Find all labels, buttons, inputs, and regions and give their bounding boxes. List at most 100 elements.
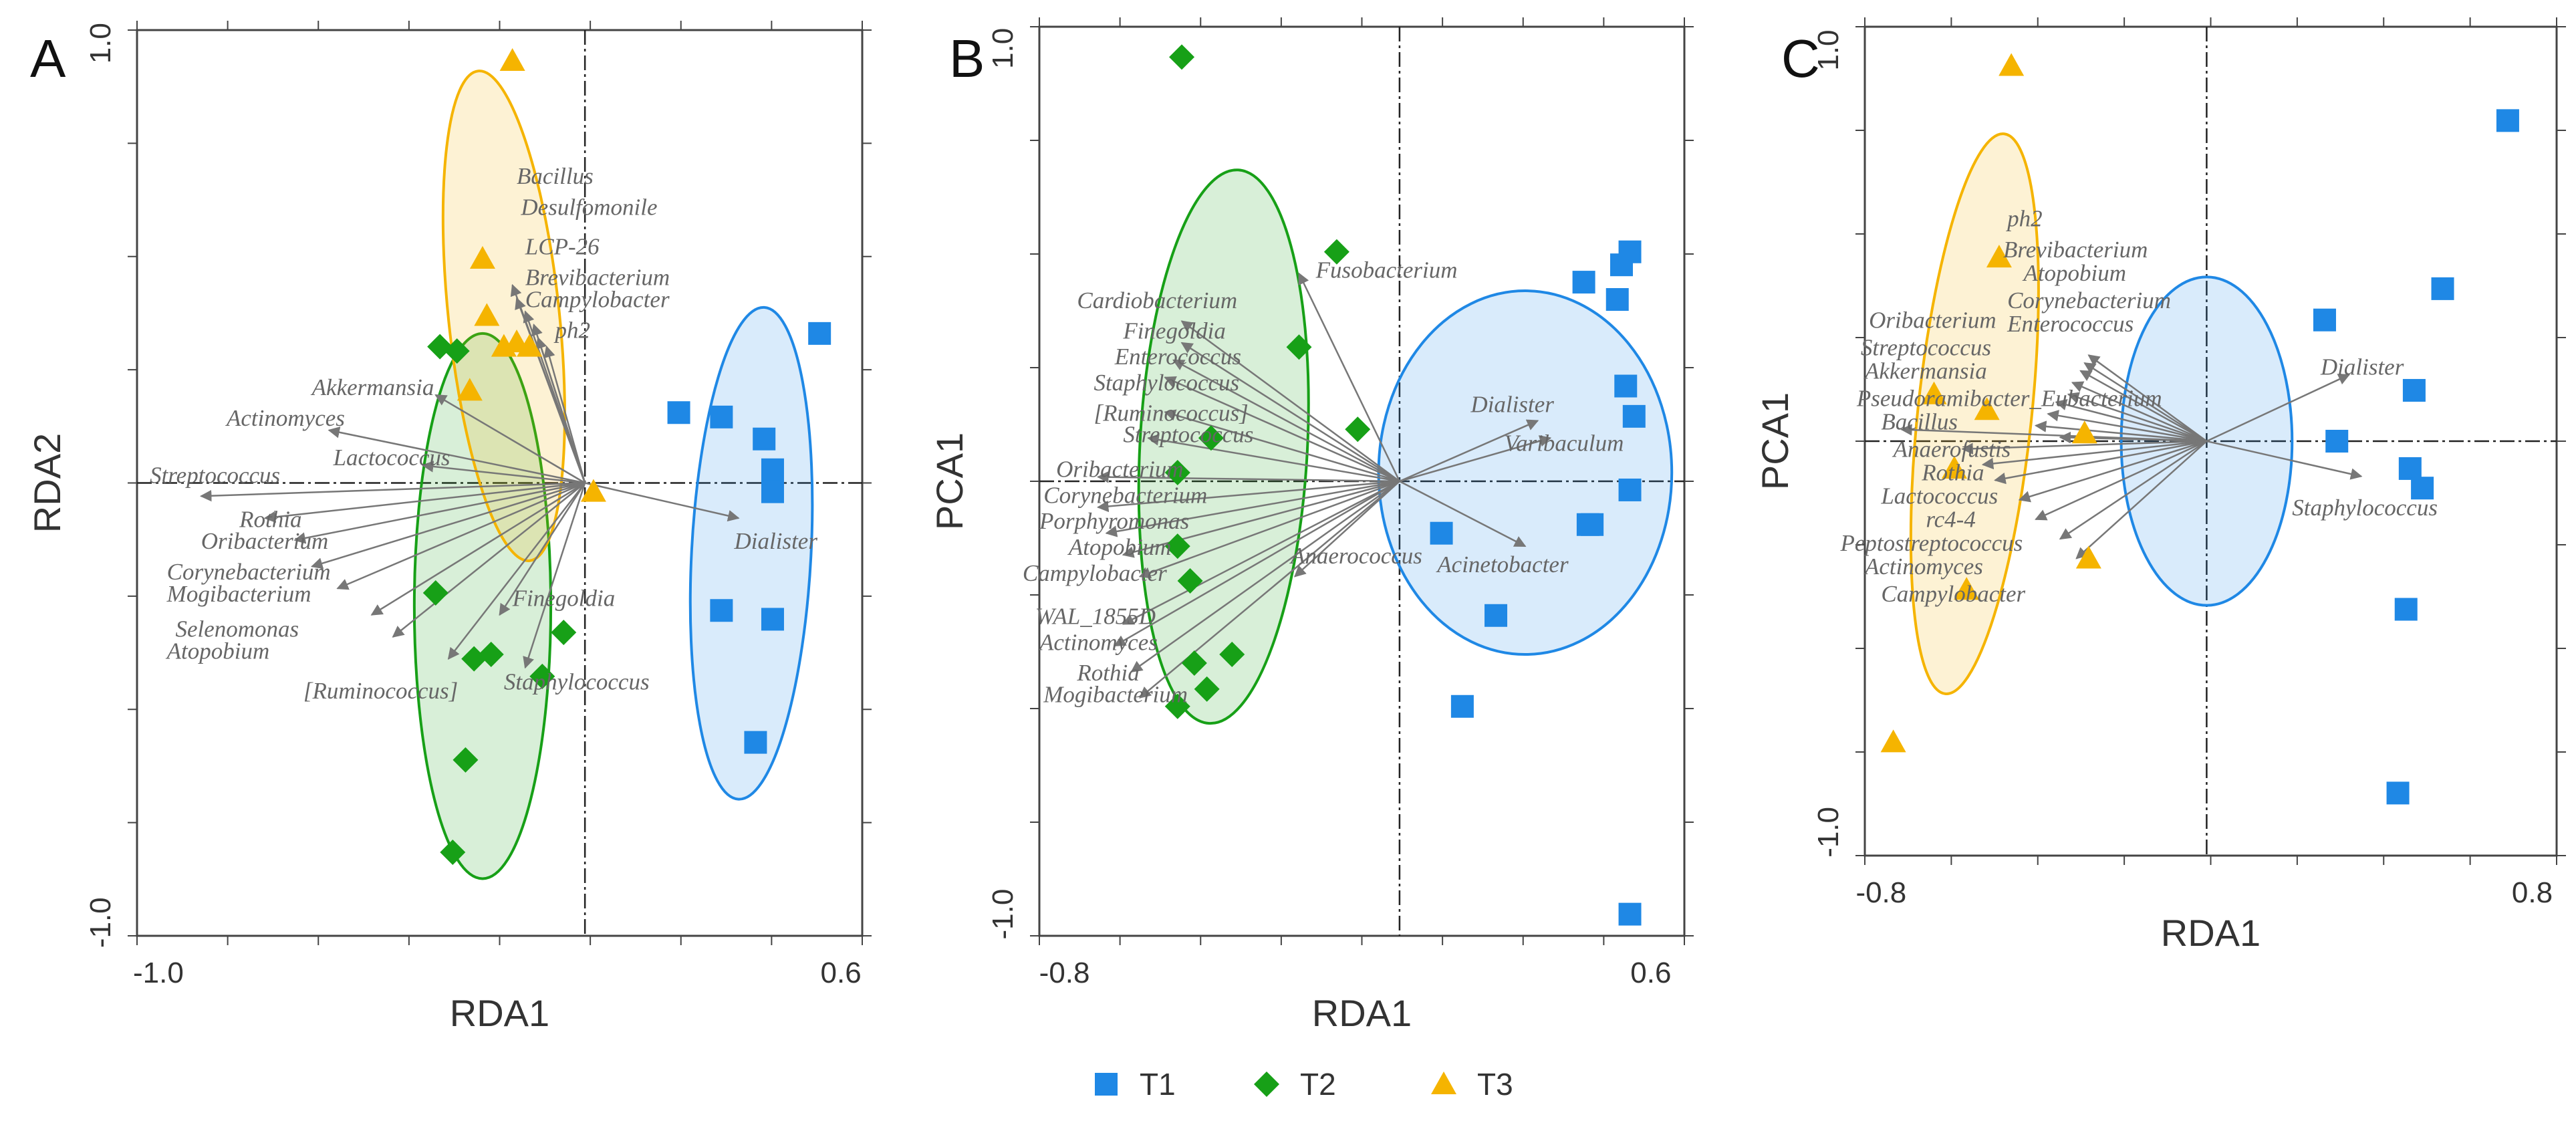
- species-label: Actinomyces: [1863, 553, 1983, 580]
- species-label: Acinetobacter: [1436, 551, 1569, 578]
- species-arrow: [2055, 398, 2207, 443]
- species-arrow: [1138, 480, 1400, 579]
- species-arrow: [1114, 480, 1400, 647]
- point-t1: [710, 599, 733, 622]
- y-tick-label: 1.0: [84, 23, 117, 64]
- point-t3: [2071, 420, 2097, 444]
- species-arrow: [1961, 440, 2207, 455]
- species-arrow: [2079, 370, 2208, 443]
- point-t3: [1954, 577, 1980, 600]
- x-axis-label: RDA1: [450, 992, 549, 1034]
- species-arrow: [1096, 471, 1400, 483]
- species-arrow: [2083, 362, 2208, 443]
- point-t1: [2402, 378, 2426, 402]
- species-label: Brevibacterium: [2003, 237, 2148, 263]
- point-t3: [491, 334, 517, 357]
- species-arrow: [1399, 435, 1552, 483]
- species-label: Streptococcus: [1123, 422, 1253, 448]
- point-t1: [2496, 109, 2519, 132]
- point-t3: [580, 479, 606, 502]
- species-label: Bacillus: [517, 163, 594, 189]
- species-label: Dialister: [734, 528, 818, 554]
- point-t3: [469, 246, 495, 269]
- point-t1: [761, 480, 784, 503]
- species-arrow: [1981, 440, 2207, 470]
- tick-marks: [1030, 17, 1694, 945]
- species-label: Pseudoramibacter_Eubacterium: [1856, 385, 2162, 411]
- point-t1: [2398, 457, 2422, 480]
- species-arrow: [328, 426, 586, 484]
- species-label: Actinomyces: [1038, 630, 1158, 656]
- species-label: Dialister: [1470, 391, 1554, 417]
- species-arrow: [392, 482, 586, 638]
- species-label: Oribacterium: [201, 528, 329, 554]
- species-label: Streptococcus: [150, 463, 280, 489]
- species-arrow: [535, 336, 586, 483]
- y-axis-label: PCA1: [928, 432, 971, 530]
- x-axis-label: RDA1: [1312, 992, 1412, 1034]
- species-label: Mogibacterium: [166, 581, 311, 607]
- panel-letter: B: [949, 29, 985, 88]
- point-t1: [761, 458, 784, 481]
- species-label: Campylobacter: [525, 286, 670, 312]
- point-t3: [1974, 397, 2000, 420]
- species-arrow: [2059, 440, 2208, 540]
- species-arrow: [2047, 410, 2207, 443]
- point-t1: [2325, 430, 2349, 453]
- species-arrow: [421, 461, 586, 484]
- species-label: Rothia: [1076, 660, 1139, 686]
- panel-c: C -0.8 0.8 1.0 -1.0 RDA1 PCA1 ph2 Brevibacterium…: [1754, 17, 2566, 954]
- x-axis-label: RDA1: [2161, 912, 2261, 954]
- species-label: Dialister: [2320, 354, 2404, 380]
- y-tick-label: -1.0: [1812, 807, 1845, 858]
- species-label: Akkermansia: [1863, 358, 1987, 384]
- species-arrow: [370, 482, 586, 616]
- legend-marker-t1: [1095, 1073, 1118, 1096]
- species-arrow: [1105, 480, 1400, 537]
- point-t2: [1219, 642, 1245, 668]
- point-t2: [478, 642, 504, 668]
- y-tick-label: -1.0: [84, 897, 117, 948]
- tick-marks: [128, 21, 872, 945]
- species-arrow: [1180, 320, 1400, 483]
- point-t3: [1921, 381, 1947, 404]
- point-t3: [1986, 245, 2012, 268]
- ellipse-t1: [688, 305, 814, 801]
- species-label: Selenomonas: [175, 616, 299, 642]
- species-arrow: [1130, 480, 1400, 672]
- point-t2: [1164, 693, 1190, 719]
- species-arrow: [199, 482, 586, 502]
- point-t1: [1622, 404, 1646, 428]
- point-t3: [474, 303, 500, 326]
- species-arrow: [1164, 376, 1400, 483]
- species-arrow: [434, 394, 586, 484]
- species-arrow: [336, 482, 586, 590]
- ellipse-t2: [1137, 168, 1310, 725]
- species-arrow: [1293, 481, 1400, 578]
- legend-label-t3: T3: [1477, 1067, 1513, 1102]
- species-label: Porphyromonas: [1039, 508, 1189, 534]
- species-arrow: [499, 482, 586, 616]
- species-arrow: [1399, 480, 1527, 547]
- ellipse-t1: [1377, 289, 1674, 656]
- point-t3: [1999, 53, 2025, 76]
- point-t1: [744, 731, 767, 754]
- species-arrow: [263, 482, 586, 523]
- species-label: Campylobacter: [1023, 560, 1167, 586]
- species-label: Lactococcus: [333, 445, 450, 471]
- species-label: Staphylococcus: [2292, 495, 2438, 521]
- species-label: Enterococcus: [2007, 311, 2134, 337]
- species-label: Oribacterium: [1056, 457, 1184, 483]
- species-arrow: [2071, 381, 2207, 443]
- point-t2: [1177, 568, 1203, 594]
- species-arrow: [2206, 440, 2363, 480]
- point-t2: [529, 663, 555, 689]
- species-arrow: [1096, 480, 1400, 513]
- species-arrow: [1399, 419, 1539, 483]
- species-arrow: [1172, 359, 1400, 483]
- point-t1: [1614, 374, 1638, 398]
- point-t3: [499, 48, 525, 72]
- species-label: Rothia: [239, 506, 301, 532]
- species-label: Staphylococcus: [504, 669, 650, 695]
